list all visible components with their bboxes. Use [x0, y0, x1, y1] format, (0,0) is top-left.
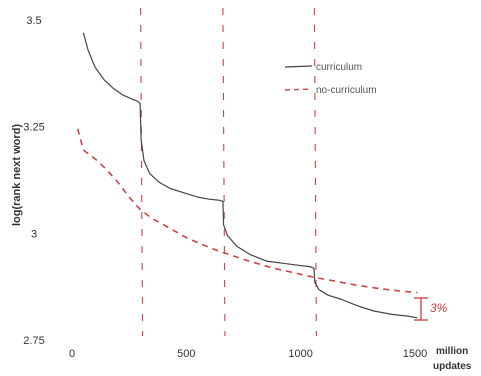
y-tick-label: 3.25 — [23, 122, 44, 134]
y-tick-label: 2.75 — [23, 335, 44, 347]
legend: curriculum no-curriculum — [284, 62, 377, 96]
series-lines — [76, 32, 418, 319]
gap-annotation: 3% — [414, 297, 448, 321]
x-tick-label: 500 — [177, 348, 195, 360]
legend-swatch-no-curriculum — [284, 88, 313, 91]
stage-boundary-line — [222, 7, 226, 337]
series-line-curriculum — [82, 32, 418, 319]
x-tick-label: 1000 — [288, 348, 312, 360]
series-line-no-curriculum — [76, 128, 418, 294]
stage-boundary-line — [313, 7, 317, 337]
x-axis-label-line1: million — [436, 346, 468, 357]
y-axis-label: log(rank next word) — [11, 124, 23, 226]
x-tick-label: 0 — [69, 348, 75, 360]
y-tick-labels: 3.5 3.25 3 2.75 — [23, 15, 44, 347]
x-axis-label-line2: updates — [433, 361, 472, 372]
legend-swatch-curriculum — [284, 65, 313, 68]
x-tick-labels: 0 500 1000 1500 — [69, 348, 427, 360]
stage-boundaries — [140, 7, 317, 337]
legend-label-curriculum: curriculum — [316, 62, 362, 73]
stage-boundary-line — [140, 7, 144, 337]
y-tick-label: 3 — [31, 228, 37, 240]
y-tick-label: 3.5 — [26, 15, 41, 27]
x-tick-label: 1500 — [403, 348, 427, 360]
legend-label-no-curriculum: no-curriculum — [316, 85, 377, 96]
gap-annotation-label: 3% — [430, 301, 448, 315]
